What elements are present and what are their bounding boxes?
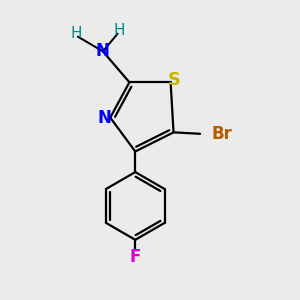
Text: H: H <box>70 26 82 41</box>
Text: N: N <box>96 42 110 60</box>
Text: Br: Br <box>212 125 233 143</box>
Text: S: S <box>168 71 181 89</box>
Text: N: N <box>98 109 111 127</box>
Text: F: F <box>130 248 141 266</box>
Text: H: H <box>113 23 125 38</box>
